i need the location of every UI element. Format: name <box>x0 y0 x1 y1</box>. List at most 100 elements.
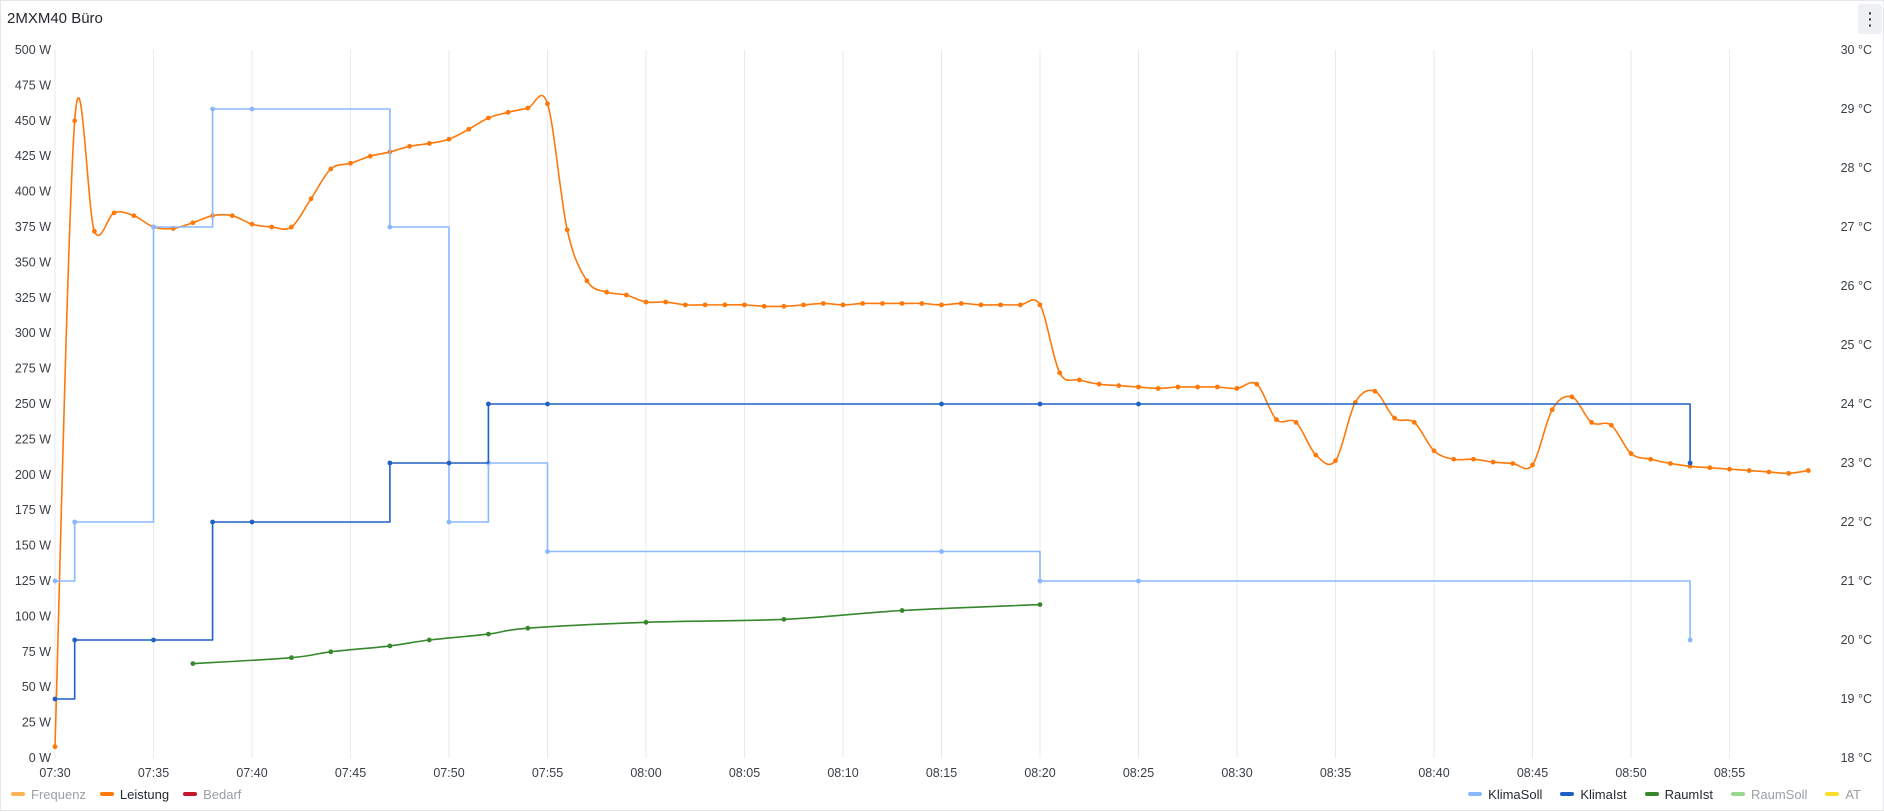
data-point-leistung[interactable] <box>683 302 688 308</box>
data-point-klimasoll[interactable] <box>151 224 156 230</box>
data-point-leistung[interactable] <box>1569 394 1575 400</box>
data-point-raumist[interactable] <box>1037 602 1043 607</box>
panel-menu-button[interactable]: ⋮ <box>1858 4 1882 34</box>
data-point-leistung[interactable] <box>1392 415 1397 421</box>
data-point-leistung[interactable] <box>486 115 491 121</box>
legend-item-leistung[interactable]: Leistung <box>99 787 169 802</box>
series-line-klimasoll[interactable] <box>55 108 1691 640</box>
data-point-leistung[interactable] <box>1786 470 1791 476</box>
data-point-leistung[interactable] <box>958 301 964 306</box>
data-point-leistung[interactable] <box>446 136 452 142</box>
data-point-leistung[interactable] <box>1549 407 1555 413</box>
data-point-klimaist[interactable] <box>387 460 393 466</box>
data-point-leistung[interactable] <box>1608 422 1614 428</box>
data-point-leistung[interactable] <box>1687 463 1693 469</box>
data-point-leistung[interactable] <box>643 299 649 305</box>
data-point-leistung[interactable] <box>1096 381 1102 387</box>
data-point-klimasoll[interactable] <box>446 519 452 525</box>
data-point-leistung[interactable] <box>1155 386 1161 391</box>
data-point-leistung[interactable] <box>801 302 806 308</box>
data-point-leistung[interactable] <box>1214 384 1220 390</box>
data-point-leistung[interactable] <box>1175 384 1181 390</box>
data-point-leistung[interactable] <box>840 302 846 308</box>
legend-item-klimaist[interactable]: KlimaIst <box>1560 787 1627 802</box>
data-point-raumist[interactable] <box>643 619 649 625</box>
data-point-leistung[interactable] <box>1136 384 1141 390</box>
data-point-leistung[interactable] <box>131 213 137 219</box>
data-point-klimaist[interactable] <box>545 401 550 407</box>
data-point-leistung[interactable] <box>939 302 944 308</box>
data-point-klimasoll[interactable] <box>1687 637 1693 643</box>
data-point-leistung[interactable] <box>1490 459 1496 465</box>
data-point-klimasoll[interactable] <box>939 549 944 554</box>
data-point-leistung[interactable] <box>1530 462 1535 468</box>
series-line-leistung[interactable] <box>54 94 1809 747</box>
series-line-klimaist[interactable] <box>55 403 1691 700</box>
data-point-leistung[interactable] <box>1313 452 1319 458</box>
data-point-klimaist[interactable] <box>249 519 255 525</box>
data-point-leistung[interactable] <box>249 221 255 227</box>
data-point-leistung[interactable] <box>1471 456 1476 462</box>
data-point-leistung[interactable] <box>505 109 511 115</box>
data-point-leistung[interactable] <box>190 220 196 226</box>
data-point-klimaist[interactable] <box>72 637 78 643</box>
data-point-leistung[interactable] <box>860 301 866 306</box>
data-point-raumist[interactable] <box>190 661 196 666</box>
data-point-raumist[interactable] <box>387 643 393 649</box>
data-point-leistung[interactable] <box>111 210 117 216</box>
data-point-leistung[interactable] <box>1234 386 1240 391</box>
data-point-leistung[interactable] <box>1037 302 1043 308</box>
legend-item-raumsoll[interactable]: RaumSoll <box>1730 787 1807 802</box>
data-point-leistung[interactable] <box>702 302 708 308</box>
data-point-klimasoll[interactable] <box>1136 578 1141 584</box>
data-point-leistung[interactable] <box>545 101 550 107</box>
data-point-leistung[interactable] <box>742 302 747 308</box>
data-point-leistung[interactable] <box>1589 420 1594 425</box>
data-point-leistung[interactable] <box>426 141 432 146</box>
data-point-klimaist[interactable] <box>1136 401 1141 407</box>
data-point-raumist[interactable] <box>899 608 905 613</box>
data-point-klimasoll[interactable] <box>387 224 393 230</box>
data-point-raumist[interactable] <box>486 631 491 637</box>
data-point-klimasoll[interactable] <box>545 549 550 554</box>
data-point-leistung[interactable] <box>820 301 826 306</box>
data-point-leistung[interactable] <box>1727 466 1732 472</box>
data-point-klimasoll[interactable] <box>249 106 255 112</box>
data-point-leistung[interactable] <box>880 301 885 306</box>
data-point-leistung[interactable] <box>328 166 334 172</box>
data-point-leistung[interactable] <box>229 213 235 219</box>
data-point-leistung[interactable] <box>1372 388 1378 394</box>
data-point-leistung[interactable] <box>1451 456 1457 462</box>
data-point-leistung[interactable] <box>1431 448 1437 454</box>
data-point-leistung[interactable] <box>1274 417 1279 422</box>
data-point-leistung[interactable] <box>919 301 925 306</box>
data-point-leistung[interactable] <box>1254 381 1260 387</box>
data-point-leistung[interactable] <box>1510 461 1516 466</box>
data-point-leistung[interactable] <box>722 302 728 308</box>
data-point-raumist[interactable] <box>525 625 531 631</box>
data-point-leistung[interactable] <box>1805 468 1811 473</box>
data-point-leistung[interactable] <box>1628 451 1634 456</box>
data-point-raumist[interactable] <box>328 649 334 655</box>
data-point-klimaist[interactable] <box>52 696 58 702</box>
data-point-leistung[interactable] <box>407 143 412 149</box>
data-point-klimaist[interactable] <box>446 460 452 466</box>
data-point-leistung[interactable] <box>1766 469 1772 475</box>
data-point-leistung[interactable] <box>367 153 373 159</box>
data-point-leistung[interactable] <box>604 289 609 295</box>
data-point-leistung[interactable] <box>72 118 78 124</box>
data-point-leistung[interactable] <box>761 303 767 309</box>
data-point-klimasoll[interactable] <box>210 106 216 112</box>
data-point-leistung[interactable] <box>466 126 472 132</box>
data-point-leistung[interactable] <box>348 160 353 166</box>
data-point-leistung[interactable] <box>52 744 58 750</box>
data-point-leistung[interactable] <box>92 228 97 234</box>
data-point-klimasoll[interactable] <box>52 578 58 584</box>
legend-item-frequenz[interactable]: Frequenz <box>11 787 86 802</box>
data-point-leistung[interactable] <box>1116 383 1122 388</box>
data-point-klimaist[interactable] <box>1037 401 1043 407</box>
legend-item-klimasoll[interactable]: KlimaSoll <box>1468 787 1542 802</box>
data-point-leistung[interactable] <box>525 105 531 111</box>
data-point-leistung[interactable] <box>1411 420 1417 425</box>
